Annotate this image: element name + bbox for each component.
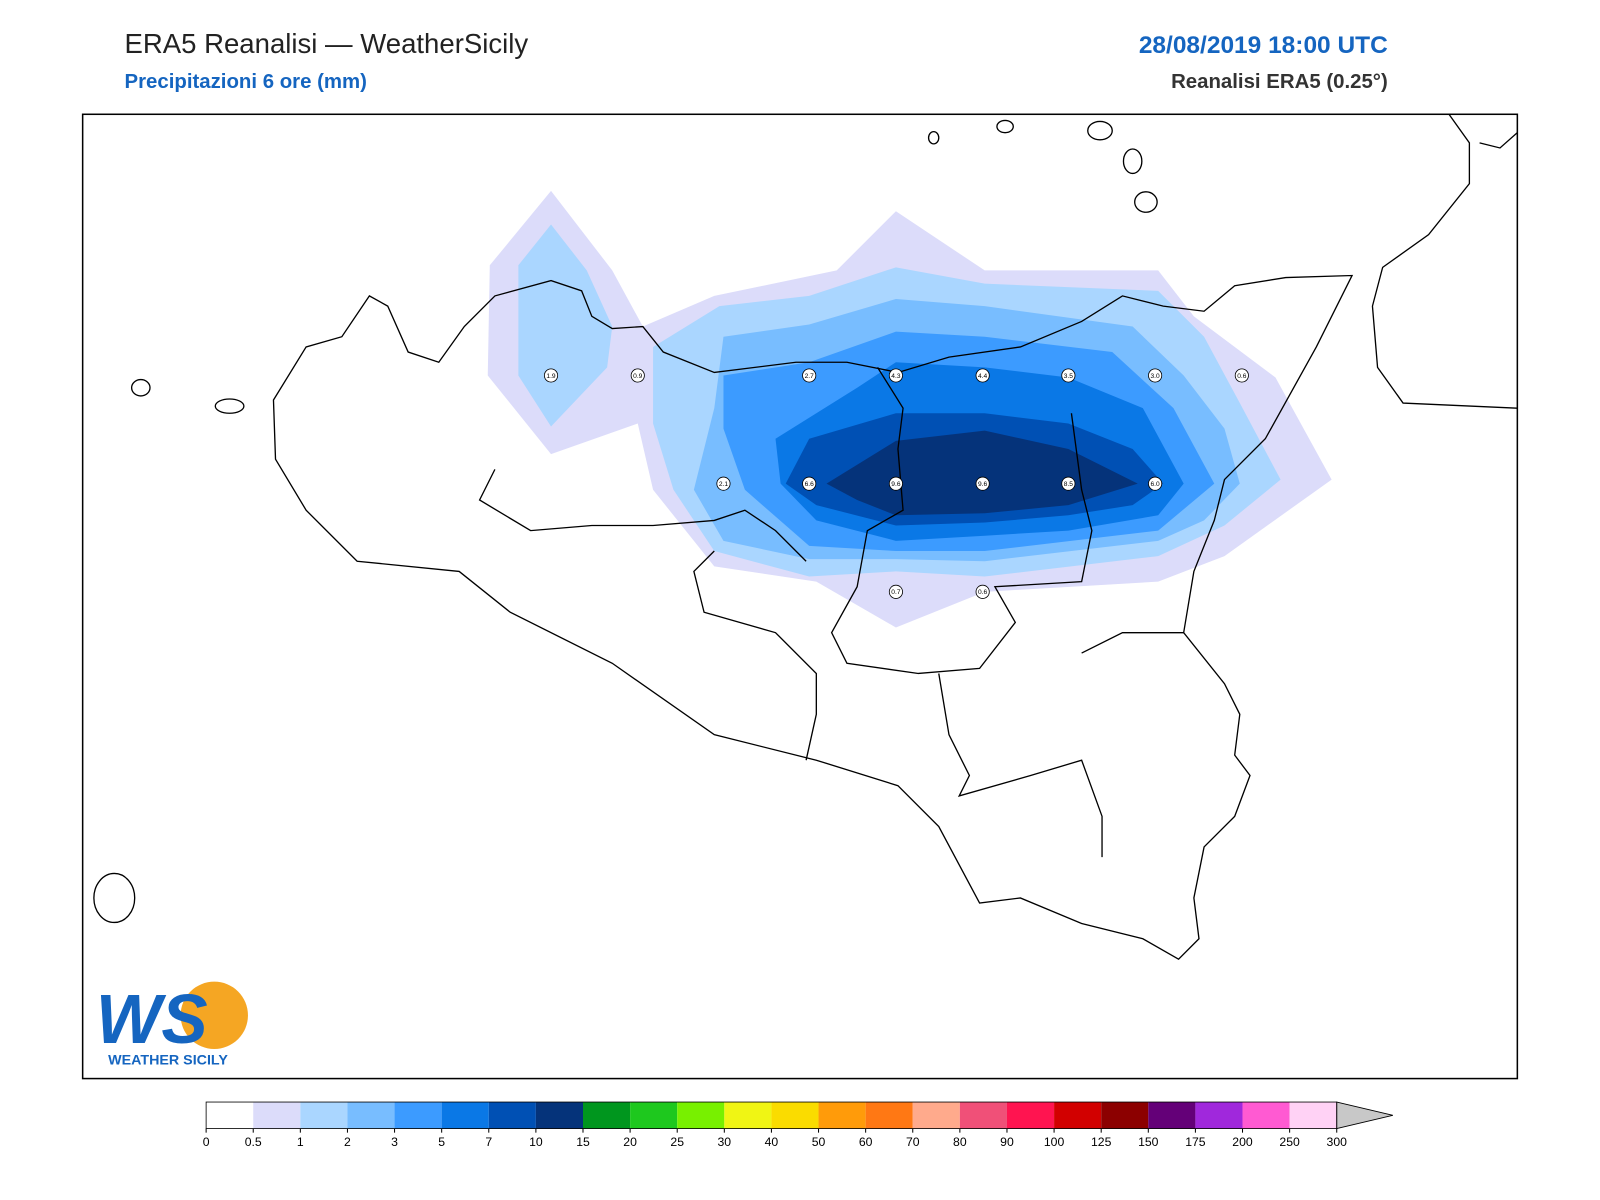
colorbar-segment: [771, 1102, 819, 1129]
colorbar-label: 20: [623, 1135, 637, 1149]
colorbar-segment: [535, 1102, 583, 1129]
map-border: [81, 113, 1519, 1080]
colorbar-segment: [1195, 1102, 1243, 1129]
colorbar-segment: [1101, 1102, 1149, 1129]
map-frame: [82, 114, 1518, 1079]
precip-field: [487, 190, 1332, 628]
date: 28/08/2019 18:00 UTC: [1139, 32, 1388, 59]
colorbar-extension: [1336, 1101, 1393, 1130]
colorbar-segment: [1289, 1102, 1337, 1129]
station-marker: [1061, 368, 1076, 383]
colorbar-label: 60: [859, 1135, 873, 1149]
title: ERA5 Reanalisi — WeatherSicily: [124, 28, 528, 59]
station-value: 0.9: [633, 373, 643, 380]
colorbar-label: 3: [391, 1135, 398, 1149]
station-value: 8.5: [1064, 481, 1074, 488]
colorbar-label: 70: [906, 1135, 920, 1149]
subtitle: Precipitazioni 6 ore (mm): [124, 71, 366, 93]
colorbar-segment: [1242, 1102, 1290, 1129]
colorbar-segment: [347, 1102, 395, 1129]
colorbar-segment: [441, 1102, 489, 1129]
colorbar-label: 25: [670, 1135, 684, 1149]
colorbar-label: 175: [1185, 1135, 1206, 1149]
station-marker: [888, 584, 903, 599]
colorbar-segment: [206, 1102, 254, 1129]
colorbar-segment: [818, 1102, 866, 1129]
colorbar-segment: [630, 1102, 678, 1129]
colorbar-segment: [724, 1102, 772, 1129]
station-value: 1.9: [546, 373, 556, 380]
colorbar-label: 300: [1327, 1135, 1348, 1149]
colorbar-label: 10: [529, 1135, 543, 1149]
colorbar-label: 0: [203, 1135, 210, 1149]
station-value: 9.6: [978, 481, 988, 488]
colorbar-label: 90: [1000, 1135, 1014, 1149]
colorbar-segment: [677, 1102, 725, 1129]
station-marker: [888, 476, 903, 491]
colorbar-segment: [394, 1102, 442, 1129]
logo-sun: [180, 981, 248, 1049]
colorbar-label: 15: [576, 1135, 590, 1149]
colorbar-segment: [300, 1102, 348, 1129]
colorbar-label: 7: [485, 1135, 492, 1149]
station-value: 4.3: [891, 373, 901, 380]
station-marker: [975, 368, 990, 383]
colorbar-segment: [959, 1102, 1007, 1129]
colorbar-label: 125: [1091, 1135, 1112, 1149]
colorbar: 0 0.5 1 2 3 5 7 10 15 20 25 30 40 50 60 70 80 90 100 125 150…: [203, 1101, 1393, 1149]
colorbar-label: 80: [953, 1135, 967, 1149]
colorbar-segment: [582, 1102, 631, 1129]
logo-mark: WS: [96, 980, 208, 1058]
colorbar-segment: [912, 1102, 960, 1129]
colorbar-segment: [1148, 1102, 1196, 1129]
station-value: 2.1: [719, 481, 729, 488]
station-marker: [1234, 368, 1249, 383]
colorbar-segment: [488, 1102, 536, 1129]
colorbar-label: 0.5: [245, 1135, 262, 1149]
stations: 1.9 0.9 2.7 4.3 4.4 3.5 3.0 0.6 2.1 6.6 9.6 9.6 8.5 6…: [543, 368, 1249, 599]
station-value: 2.7: [805, 373, 815, 380]
station-value: 0.6: [1237, 373, 1247, 380]
station-marker: [802, 368, 817, 383]
station-value: 3.5: [1064, 373, 1074, 380]
station-marker: [630, 368, 645, 383]
station-value: 3.0: [1150, 373, 1160, 380]
colorbar-label: 150: [1138, 1135, 1159, 1149]
map: 1.9 0.9 2.7 4.3 4.4 3.5 3.0 0.6 2.1 6.6 9.6 9.6 8.5 6…: [81, 113, 1519, 1080]
colorbar-label: 1: [297, 1135, 304, 1149]
station-marker: [975, 584, 990, 599]
station-marker: [888, 368, 903, 383]
colorbar-label: 30: [718, 1135, 732, 1149]
station-value: 0.7: [891, 589, 901, 596]
colorbar-label: 5: [438, 1135, 445, 1149]
colorbar-segment: [1006, 1102, 1055, 1129]
station-marker: [1148, 476, 1163, 491]
colorbar-label: 40: [765, 1135, 779, 1149]
station-marker: [1148, 368, 1163, 383]
colorbar-segment: [865, 1102, 913, 1129]
station-marker: [975, 476, 990, 491]
colorbar-segment: [1054, 1102, 1102, 1129]
logo: WS WEATHER SICILY: [96, 980, 248, 1068]
station-marker: [716, 476, 731, 491]
station-value: 0.6: [978, 589, 988, 596]
station-value: 6.6: [805, 481, 815, 488]
colorbar-label: 100: [1044, 1135, 1065, 1149]
colorbar-label: 250: [1279, 1135, 1300, 1149]
colorbar-label: 200: [1232, 1135, 1253, 1149]
colorbar-label: 2: [344, 1135, 351, 1149]
logo-name: WEATHER SICILY: [108, 1052, 228, 1068]
station-marker: [802, 476, 817, 491]
colorbar-label: 50: [812, 1135, 826, 1149]
station-value: 4.4: [978, 373, 988, 380]
station-marker: [543, 368, 559, 383]
station-value: 6.0: [1150, 481, 1160, 488]
station-marker: [1061, 476, 1076, 491]
model: Reanalisi ERA5 (0.25°): [1171, 71, 1388, 93]
colorbar-segment: [253, 1102, 301, 1129]
station-value: 9.6: [891, 481, 901, 488]
